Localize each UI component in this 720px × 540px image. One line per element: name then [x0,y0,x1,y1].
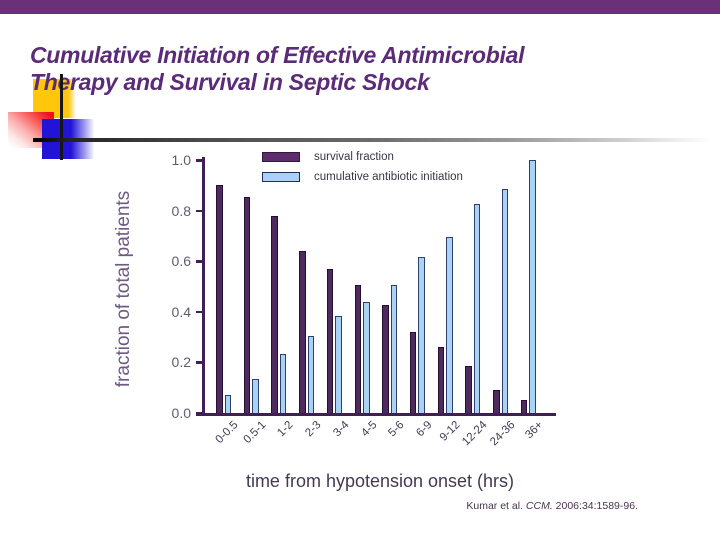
y-tick-label: 0.4 [171,303,191,320]
y-tick-label: 0.8 [171,202,191,219]
x-category-label: 3-4 [331,419,352,440]
legend-item-antibiotic: cumulative antibiotic initiation [262,170,463,183]
bar-survival-0-0.5 [216,185,223,413]
legend-item-survival: survival fraction [262,150,463,163]
bar-antibiotic-4-5 [363,301,370,413]
bar-survival-2-3 [299,251,306,413]
vertical-line-decoration [60,74,63,160]
x-category-label: 2-3 [303,419,324,440]
x-category-label: 6-9 [414,419,435,440]
bar-survival-1-2 [271,215,278,413]
y-axis-title: fraction of total patients [113,190,134,388]
y-tick [196,310,202,314]
x-category-label: 9-12 [437,419,463,444]
y-tick [196,412,202,415]
bar-survival-9-12 [437,347,445,413]
y-tick [196,159,202,162]
y-tick [196,361,202,364]
y-tick-label: 0.2 [171,354,191,371]
x-category-label: 4-5 [358,419,379,440]
bar-antibiotic-0.5-1 [252,378,259,413]
bar-antibiotic-12-24 [473,204,481,413]
yellow-square-decoration [33,79,76,118]
bar-antibiotic-3-4 [335,315,342,413]
x-axis-line [196,413,556,416]
bar-antibiotic-5-6 [390,285,398,413]
bar-survival-5-6 [382,305,389,413]
y-axis-line [202,157,205,414]
y-tick [196,209,202,213]
slide-title-line1: Cumulative Initiation of Effective Antim… [30,42,525,68]
bar-antibiotic-1-2 [279,353,287,413]
legend-swatch-antibiotic [262,171,300,182]
x-axis-title: time from hypotension onset (hrs) [245,471,515,491]
bar-survival-12-24 [465,366,472,413]
bar-antibiotic-24-36 [501,189,508,413]
x-category-label: 0-0.5 [213,419,241,447]
chart-legend: survival fraction cumulative antibiotic … [262,151,463,191]
x-category-label: 5-6 [386,419,407,440]
y-tick [196,260,202,263]
bar-antibiotic-36+ [529,160,536,413]
x-category-label: 24-36 [488,419,518,449]
bar-survival-24-36 [493,390,500,413]
x-category-label: 0.5-1 [241,419,269,447]
x-category-label: 1-2 [275,419,296,440]
bar-antibiotic-2-3 [307,335,315,413]
top-accent-bar [0,0,720,14]
x-category-label: 36+ [522,419,546,442]
bar-antibiotic-9-12 [446,237,453,413]
x-category-label: 12-24 [460,419,490,449]
y-tick-label: 0.0 [171,405,191,421]
bar-survival-0.5-1 [243,196,251,413]
citation-journal: CCM. [525,500,553,512]
legend-swatch-survival [262,151,300,162]
legend-label-antibiotic: cumulative antibiotic initiation [314,170,463,183]
slide-title: Cumulative Initiation of Effective Antim… [30,42,650,96]
bar-survival-3-4 [326,268,334,413]
bar-survival-4-5 [354,285,361,413]
y-tick-label: 0.6 [171,253,191,270]
citation-rest: 2006:34:1589-96. [552,500,638,512]
bar-antibiotic-6-9 [418,257,425,413]
bar-survival-36+ [520,400,528,413]
bar-survival-6-9 [409,332,417,413]
citation-authors: Kumar et al. [466,500,526,512]
bar-antibiotic-0-0.5 [224,395,231,413]
y-tick-label: 1.0 [171,152,191,168]
citation: Kumar et al. CCM. 2006:34:1589-96. [466,500,638,512]
legend-label-survival: survival fraction [314,150,394,163]
horizontal-rule [33,138,712,142]
slide-title-line2: Therapy and Survival in Septic Shock [30,69,430,95]
